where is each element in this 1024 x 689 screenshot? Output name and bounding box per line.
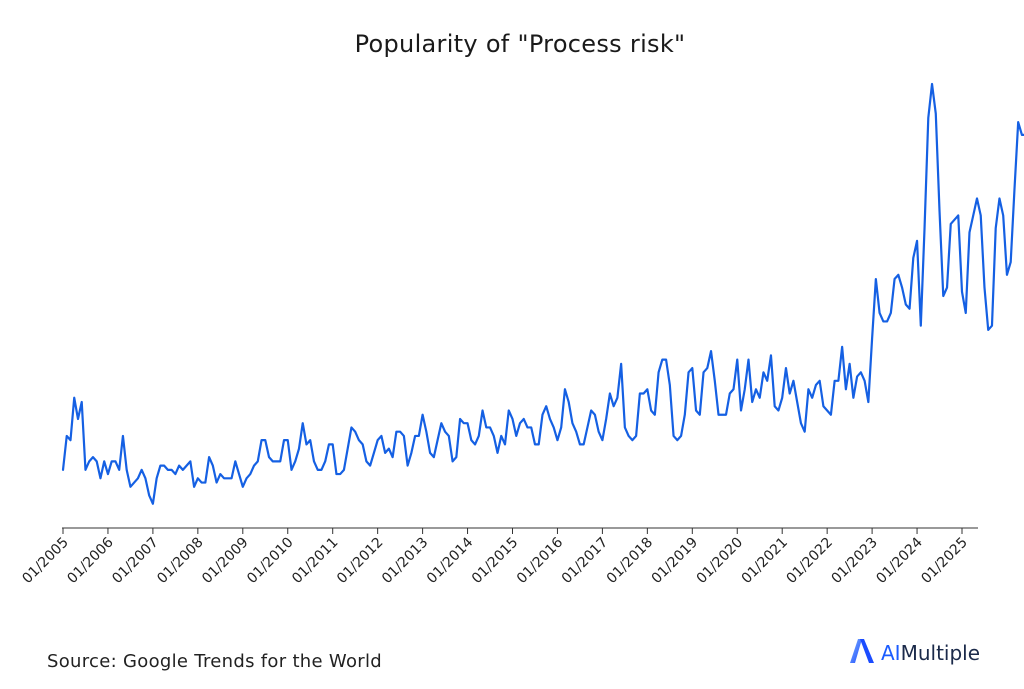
chart-title: Popularity of "Process risk"	[354, 30, 686, 58]
x-axis-tick-label: 01/2020	[694, 535, 746, 587]
x-axis-tick-label: 01/2015	[469, 535, 521, 587]
x-axis-tick-label: 01/2022	[784, 535, 836, 587]
x-axis-tick-label: 01/2018	[604, 535, 656, 587]
brand-logo[interactable]: AIMultiple	[849, 638, 980, 668]
x-axis-tick-label: 01/2013	[379, 535, 431, 587]
brand-name: AIMultiple	[881, 641, 980, 665]
x-axis-tick-label: 01/2021	[739, 535, 791, 587]
x-axis-tick-label: 01/2025	[918, 535, 970, 587]
x-axis-tick-label: 01/2011	[289, 535, 341, 587]
series-line	[61, 82, 1024, 505]
brand-name-suffix: Multiple	[900, 641, 981, 665]
x-axis-tick-label: 01/2014	[424, 534, 477, 587]
x-axis-tick-labels: 01/200501/200601/200701/200801/200901/20…	[19, 534, 970, 587]
brand-name-prefix: AI	[881, 641, 901, 665]
x-axis-tick-label: 01/2008	[154, 535, 206, 587]
x-axis-tick-label: 01/2017	[559, 535, 611, 587]
x-axis-tick-label: 01/2005	[19, 535, 71, 587]
x-axis-tick-label: 01/2016	[514, 534, 567, 587]
x-axis-tick-label: 01/2006	[64, 534, 117, 587]
aimultiple-logo-icon	[849, 637, 875, 670]
x-axis-tick-label: 01/2012	[334, 535, 386, 587]
x-axis-tick-label: 01/2009	[199, 535, 251, 587]
source-note: Source: Google Trends for the World	[47, 651, 382, 672]
x-axis-tick-label: 01/2007	[109, 535, 161, 587]
x-axis-tick-label: 01/2019	[649, 535, 701, 587]
x-axis-tick-label: 01/2023	[828, 535, 880, 587]
x-axis-tick-label: 01/2024	[873, 534, 926, 587]
x-axis-tick-label: 01/2010	[244, 535, 296, 587]
x-axis-ticks	[62, 528, 963, 534]
